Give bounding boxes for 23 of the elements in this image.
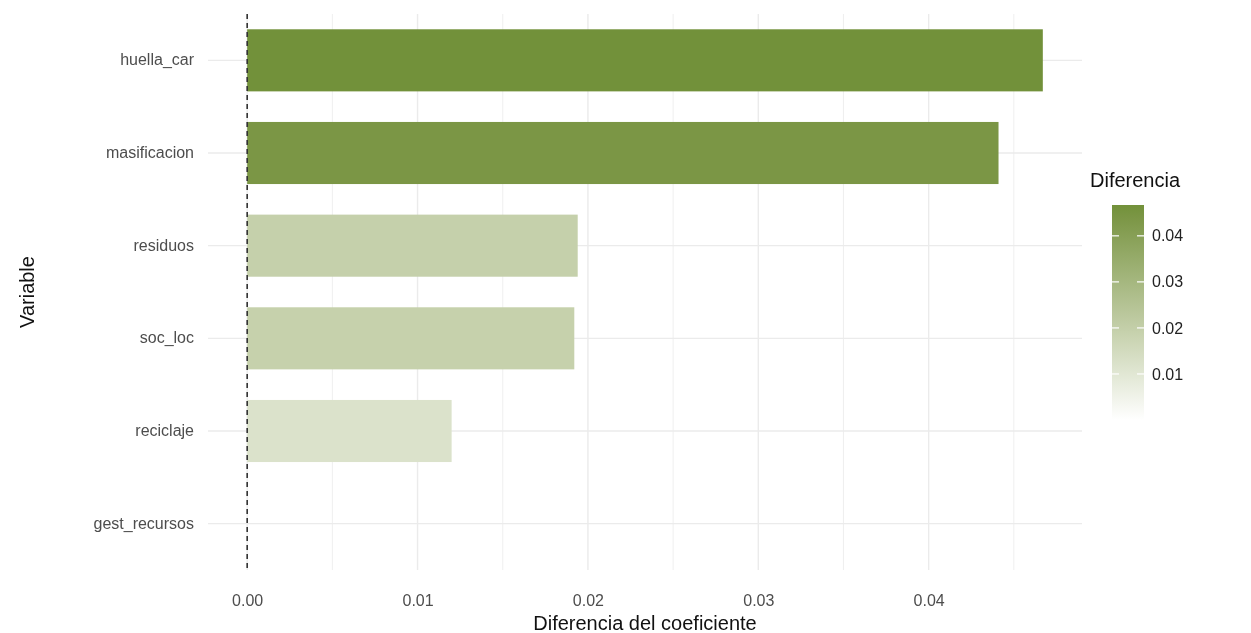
bar <box>247 399 452 463</box>
y-tick-label: soc_loc <box>139 329 194 348</box>
x-tick-label: 0.03 <box>743 592 775 610</box>
x-tick-label: 0.00 <box>232 592 264 610</box>
y-tick-label: masificacion <box>105 144 194 162</box>
color-bar-label: 0.04 <box>1152 227 1184 245</box>
bar <box>247 307 575 370</box>
color-bar-title: Diferencia <box>1090 169 1181 191</box>
y-axis-title: Variable <box>16 256 38 328</box>
y-tick-label: huella_car <box>120 51 195 70</box>
x-tick-label: 0.01 <box>402 592 434 610</box>
y-tick-label: gest_recursos <box>93 514 194 533</box>
color-bar-label: 0.02 <box>1152 319 1184 337</box>
bar <box>247 29 1043 92</box>
x-tick-label: 0.02 <box>572 592 605 610</box>
x-tick-label: 0.04 <box>913 592 945 610</box>
bar <box>247 121 999 185</box>
color-bar-label: 0.03 <box>1152 273 1184 291</box>
y-tick-label: residuos <box>133 236 194 254</box>
y-tick-label: reciclaje <box>135 422 195 440</box>
bar <box>247 214 578 277</box>
color-bar-label: 0.01 <box>1152 365 1184 383</box>
x-axis-title: Diferencia del coeficiente <box>533 612 757 633</box>
